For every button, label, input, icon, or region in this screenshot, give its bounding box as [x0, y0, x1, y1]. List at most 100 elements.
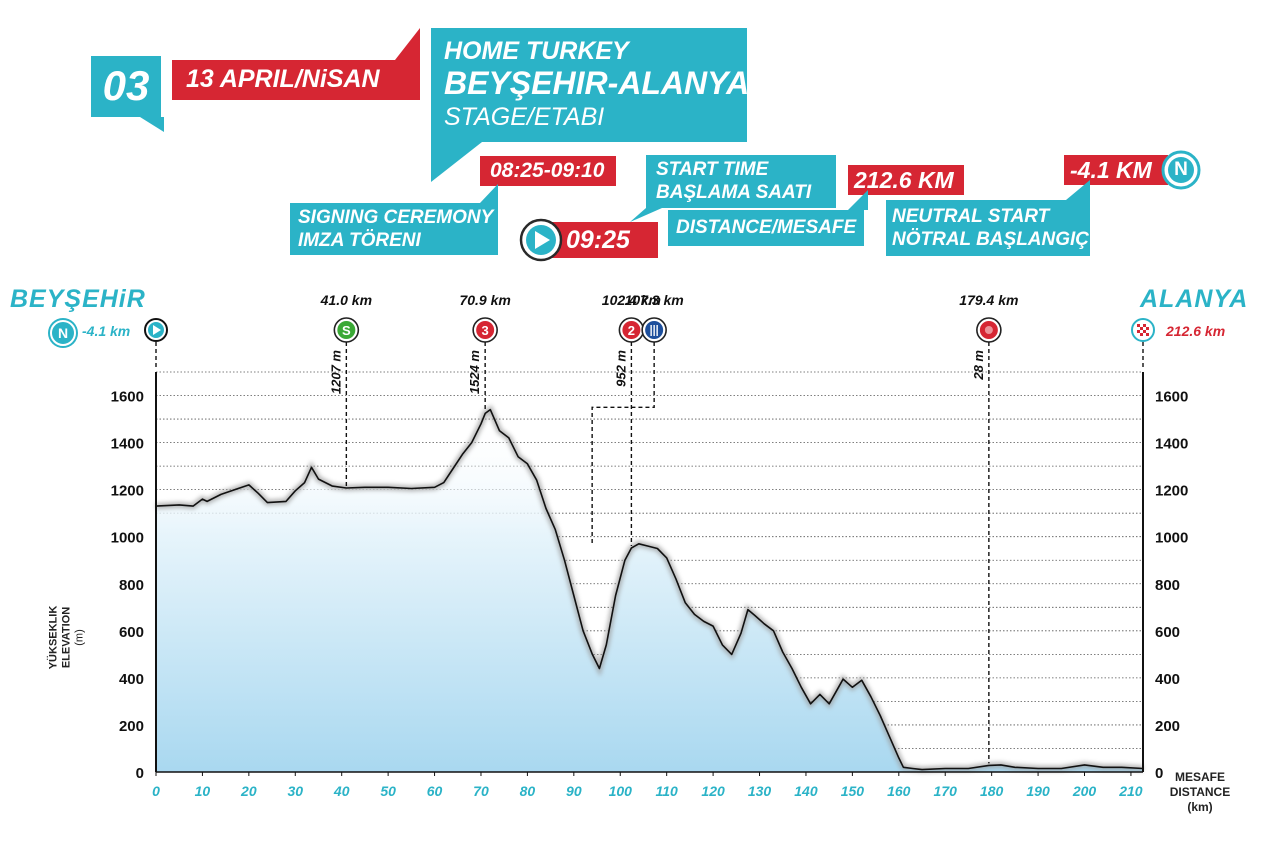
finish-flag-icon-cell — [1137, 327, 1140, 330]
marker-elevation-label: 1524 m — [467, 350, 482, 395]
finish-flag-icon-cell — [1140, 333, 1143, 336]
stage-number-tail — [140, 117, 164, 132]
x-tick-label: 80 — [520, 783, 536, 799]
elevation-area — [156, 409, 1143, 772]
y-tick-label-left: 0 — [136, 765, 144, 782]
finish-flag-icon-cell — [1146, 330, 1149, 333]
finish-flag-icon-cell — [1137, 324, 1140, 327]
marker-elevation-label: 952 m — [613, 350, 628, 387]
neutral-label-1: NEUTRAL START — [892, 206, 1050, 227]
neutral-badge-icon: N — [1174, 159, 1188, 180]
x-tick-label: 40 — [333, 783, 350, 799]
distance-value: 212.6 KM — [854, 167, 954, 193]
marker-elevation-label: 1207 m — [328, 350, 343, 395]
x-tick-label: 150 — [841, 783, 865, 799]
date-box — [172, 60, 420, 100]
marker-elevation-label: 28 m — [971, 350, 986, 381]
x-tick-label: 120 — [701, 783, 725, 799]
finish-flag-icon-cell — [1146, 327, 1149, 330]
x-tick-label: 200 — [1072, 783, 1097, 799]
start-label-1: START TIME — [656, 159, 769, 180]
finish-flag-icon-cell — [1143, 327, 1146, 330]
x-tick-label: 160 — [887, 783, 911, 799]
play-icon — [535, 231, 550, 249]
finish-flag-icon-cell — [1140, 327, 1143, 330]
banner-shapes — [91, 28, 1201, 262]
y-tick-label-right: 400 — [1155, 671, 1180, 688]
finish-zone-icon-center — [984, 326, 993, 334]
x-tick-label: 60 — [427, 783, 443, 799]
finish-flag-icon-cell — [1140, 330, 1143, 333]
start-label-tail — [630, 208, 662, 222]
neutral-icon-circle — [1168, 157, 1194, 183]
signing-label-1: SIGNING CEREMONY — [298, 207, 494, 228]
title-tail — [431, 142, 482, 182]
distance-label-box — [668, 210, 864, 246]
finish-flag-icon-cell — [1146, 333, 1149, 336]
y-tick-label-left: 600 — [119, 624, 144, 641]
finish-flag-icon-cell — [1137, 330, 1140, 333]
y-tick-label-left: 200 — [119, 718, 144, 735]
x-tick-label: 100 — [609, 783, 633, 799]
signing-label-tail — [480, 184, 498, 203]
y-tick-label-left: 1400 — [111, 436, 144, 453]
climb-cat2-icon — [622, 321, 641, 339]
y-tick-label-right: 1600 — [1155, 389, 1188, 406]
y-axis-title-1: YÜKSEKLIK — [47, 605, 60, 670]
finish-flag-icon-cell — [1143, 330, 1146, 333]
x-tick-label: 210 — [1118, 783, 1143, 799]
date-tail — [395, 28, 420, 60]
y-tick-label-right: 0 — [1155, 765, 1163, 782]
x-tick-label: 20 — [240, 783, 257, 799]
x-tick-label: 30 — [287, 783, 303, 799]
start-time-box — [550, 222, 658, 258]
x-tick-label: 190 — [1026, 783, 1050, 799]
sprint-icon-symbol: S — [342, 323, 351, 338]
marker-km-label: 107.3 km — [625, 292, 684, 308]
y-tick-label-left: 400 — [119, 671, 144, 688]
start-city: BEYŞEHiR — [10, 285, 146, 313]
distance-label: DISTANCE/MESAFE — [676, 217, 857, 238]
elevation-profile-chart: 0 0 200 200 400 400 600 600 800 800 1000 1000 1200 12… — [0, 270, 1280, 854]
climb-cat3-icon-symbol: 3 — [482, 323, 489, 338]
signing-time: 08:25-09:10 — [490, 159, 605, 182]
y-tick-label-right: 200 — [1155, 718, 1180, 735]
y-tick-label-right: 1000 — [1155, 530, 1188, 547]
finish-city: ALANYA — [1140, 285, 1249, 313]
sprint-icon — [337, 321, 356, 339]
x-tick-label: 170 — [934, 783, 958, 799]
title-box — [431, 28, 747, 142]
stage-date: 13 APRIL/NiSAN — [186, 65, 380, 93]
y-tick-label-left: 800 — [119, 577, 144, 594]
x-tick-label: 180 — [980, 783, 1004, 799]
y-tick-label-right: 600 — [1155, 624, 1180, 641]
neutral-label-box — [886, 200, 1090, 256]
signing-time-box — [480, 156, 616, 186]
distance-label-tail — [848, 190, 868, 210]
signing-label-box — [290, 203, 498, 255]
x-axis-title-1: MESAFE — [1174, 770, 1225, 784]
neutral-value: -4.1 KM — [1070, 157, 1152, 183]
finish-km: 212.6 km — [1166, 323, 1226, 339]
neutral-value-box — [1064, 155, 1168, 185]
neutral-start-icon: N — [50, 320, 76, 346]
marker-km-label: 70.9 km — [459, 292, 510, 308]
x-tick-label: 110 — [656, 783, 679, 799]
x-axis-title: MESAFE DISTANCE (km) — [1160, 770, 1240, 815]
climb-cat3-icon — [476, 321, 495, 339]
start-label-box — [646, 155, 836, 208]
stage-number: 03 — [102, 62, 150, 109]
start-time: 09:25 — [566, 226, 630, 254]
title-line-1: HOME TURKEY — [444, 37, 629, 65]
neutral-start-km: -4.1 km — [82, 323, 131, 339]
finish-flag-icon-cell — [1143, 333, 1146, 336]
area-layer — [155, 404, 1144, 773]
neutral-label-2: NÖTRAL BAŞLANGIÇ — [892, 229, 1090, 250]
x-tick-label: 50 — [380, 783, 396, 799]
elevation-line — [155, 408, 1144, 771]
marker-km-label: 41.0 km — [320, 292, 372, 308]
start-play-icon-arrow — [153, 325, 161, 335]
x-tick-label: 90 — [566, 783, 582, 799]
neutral-start-icon-letter: N — [57, 325, 69, 341]
